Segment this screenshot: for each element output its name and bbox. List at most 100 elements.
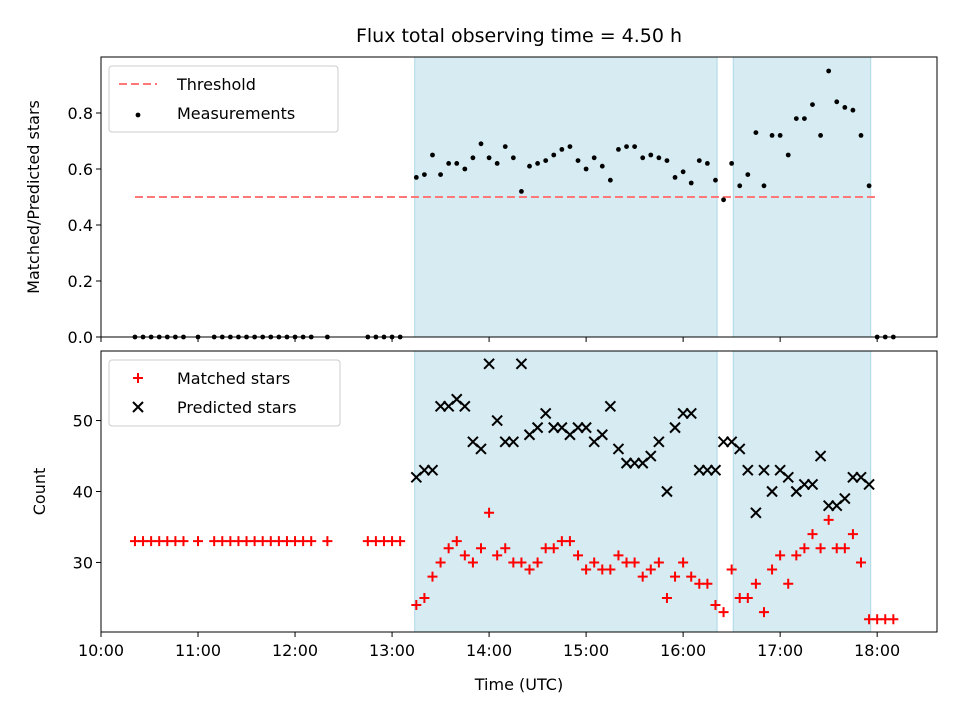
- predicted-star-point: [539, 407, 552, 420]
- predicted-star-point: [839, 492, 851, 505]
- measurement-point: [648, 152, 654, 158]
- matched-star-point: [775, 550, 786, 561]
- matched-star-point: [605, 564, 616, 575]
- top-y-axis-label: Matched/Predicted stars: [24, 100, 43, 294]
- matched-star-point: [661, 592, 672, 603]
- top-axes-frame: [100, 56, 938, 338]
- measurement-point: [446, 161, 452, 166]
- matched-star-point: [427, 571, 438, 582]
- legend-label: Predicted stars: [177, 398, 297, 417]
- measurement-point: [866, 183, 872, 189]
- x-tick-label: 13:00: [369, 641, 415, 660]
- measurement-point: [729, 161, 735, 166]
- matched-star-point: [484, 507, 495, 518]
- measurement-point: [810, 102, 815, 107]
- matched-star-point: [856, 557, 866, 568]
- matched-star-point: [419, 592, 430, 603]
- predicted-star-point: [596, 429, 608, 441]
- measurement-point: [583, 166, 589, 172]
- matched-star-point: [629, 557, 640, 568]
- measurement-point: [842, 105, 848, 110]
- predicted-star-point: [580, 421, 592, 434]
- x-tick-label: 12:00: [272, 641, 318, 660]
- predicted-star-point: [693, 464, 706, 476]
- predicted-star-point: [661, 485, 673, 498]
- measurement-point: [454, 161, 460, 166]
- chart-title: Flux total observing time = 4.50 h: [356, 25, 682, 47]
- x-tick-label: 14:00: [466, 641, 512, 660]
- y-tick-label: 0.6: [68, 160, 93, 179]
- measurement-point: [430, 152, 435, 158]
- matched-star-point: [581, 564, 592, 575]
- predicted-star-point: [628, 457, 641, 469]
- predicted-star-point: [548, 421, 560, 434]
- matched-star-point: [807, 529, 818, 540]
- matched-star-point: [524, 564, 535, 575]
- matched-star-point: [306, 536, 317, 547]
- measurement-point: [535, 161, 540, 166]
- matched-star-point: [451, 536, 462, 547]
- predicted-star-point: [806, 478, 819, 491]
- x-tick-label: 10:00: [78, 641, 124, 660]
- measurement-point: [802, 116, 807, 121]
- observing-interval-band: [732, 350, 872, 633]
- predicted-star-point: [418, 464, 431, 476]
- measurement-point: [769, 133, 775, 138]
- measurement-point: [607, 177, 613, 183]
- measurement-point: [737, 183, 743, 189]
- matched-star-point: [395, 536, 406, 547]
- predicted-star-point: [653, 436, 665, 448]
- x-axis-label: Time (UTC): [474, 675, 563, 694]
- measurement-point: [713, 177, 718, 183]
- matched-star-point: [467, 557, 478, 568]
- predicted-star-point: [814, 450, 827, 462]
- matched-star-point: [476, 543, 486, 554]
- measurement-point: [413, 175, 419, 180]
- matched-star-point: [702, 578, 713, 589]
- measurement-point: [502, 144, 508, 150]
- x-tick-label: 16:00: [660, 641, 706, 660]
- measurement-point: [834, 99, 840, 105]
- legend-handle-measurements: [135, 112, 141, 118]
- measurement-point: [664, 158, 670, 164]
- matched-star-point: [791, 550, 802, 561]
- x-tick-label: 15:00: [563, 641, 609, 660]
- predicted-star-point: [766, 485, 778, 498]
- matched-star-point: [637, 571, 648, 582]
- bottom-y-ticks: 30 40 50: [73, 412, 101, 572]
- predicted-star-point: [475, 443, 487, 455]
- measurement-point: [850, 107, 856, 113]
- measurement-point: [624, 144, 629, 150]
- series-matched-stars: [129, 507, 899, 625]
- matched-star-point: [847, 529, 858, 540]
- measurement-point: [818, 133, 823, 138]
- legend-handle-predicted: [132, 401, 144, 413]
- predicted-star-point: [798, 478, 811, 491]
- predicted-star-point: [822, 499, 835, 512]
- legend-label: Threshold: [176, 75, 256, 94]
- matched-star-point: [678, 557, 689, 568]
- matched-star-point: [686, 571, 697, 582]
- matched-star-point: [589, 557, 600, 568]
- top-legend-box: [108, 65, 339, 133]
- y-tick-label: 0.2: [68, 272, 93, 291]
- predicted-star-point: [750, 507, 762, 519]
- matched-star-point: [670, 571, 681, 582]
- measurement-point: [591, 155, 597, 161]
- measurement-point: [478, 141, 484, 147]
- matched-star-point: [516, 557, 527, 568]
- measurement-point: [672, 175, 678, 180]
- matched-star-point: [742, 592, 753, 603]
- measurement-point: [777, 133, 783, 138]
- measurement-point: [519, 189, 524, 194]
- top-y-ticks: 0.0 0.2 0.4 0.6 0.8: [68, 104, 101, 347]
- matched-star-point: [564, 536, 575, 547]
- measurement-point: [486, 155, 492, 161]
- legend-label: Measurements: [177, 104, 295, 123]
- measurement-point: [575, 158, 581, 164]
- y-tick-label: 40: [73, 483, 93, 502]
- matched-star-point: [435, 557, 446, 568]
- matched-star-point: [178, 536, 189, 547]
- measurement-point: [753, 130, 759, 136]
- matched-star-point: [718, 607, 729, 618]
